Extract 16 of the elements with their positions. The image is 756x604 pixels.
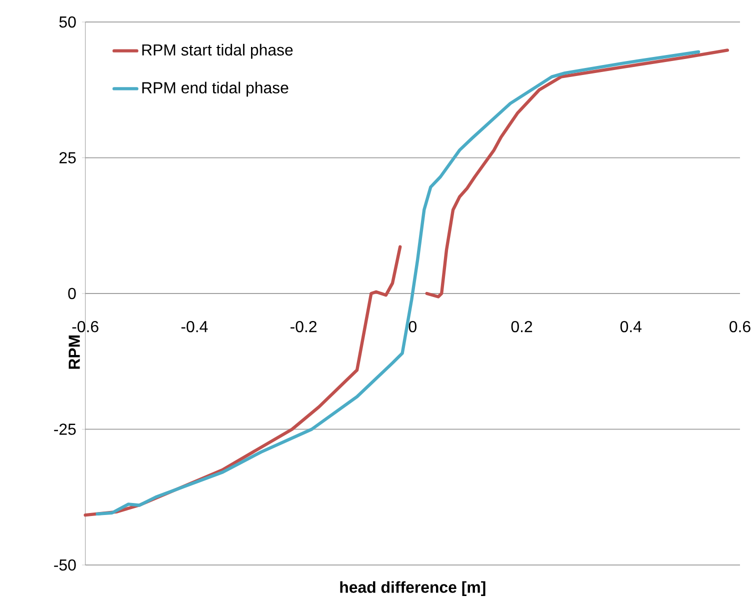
legend-label: RPM end tidal phase xyxy=(142,82,288,97)
y-tick-label: 50 xyxy=(59,16,76,28)
x-axis-title: head difference [m] xyxy=(340,581,486,596)
x-tick-label: 0.4 xyxy=(620,321,642,332)
legend-label: RPM start tidal phase xyxy=(142,44,293,59)
x-tick-label: -0.4 xyxy=(181,321,208,332)
x-tick-label: 0.2 xyxy=(511,321,532,332)
x-tick-label: 0 xyxy=(408,321,416,332)
y-tick-label: 0 xyxy=(68,288,76,300)
y-tick-label: -25 xyxy=(54,424,76,436)
x-tick-label: -0.2 xyxy=(290,321,316,332)
y-tick-label: 25 xyxy=(60,152,76,164)
y-tick-label: -50 xyxy=(54,560,76,571)
x-tick-label: 0.6 xyxy=(730,321,750,332)
y-axis-title: RPM xyxy=(68,336,80,369)
x-tick-label: -0.6 xyxy=(72,321,98,332)
